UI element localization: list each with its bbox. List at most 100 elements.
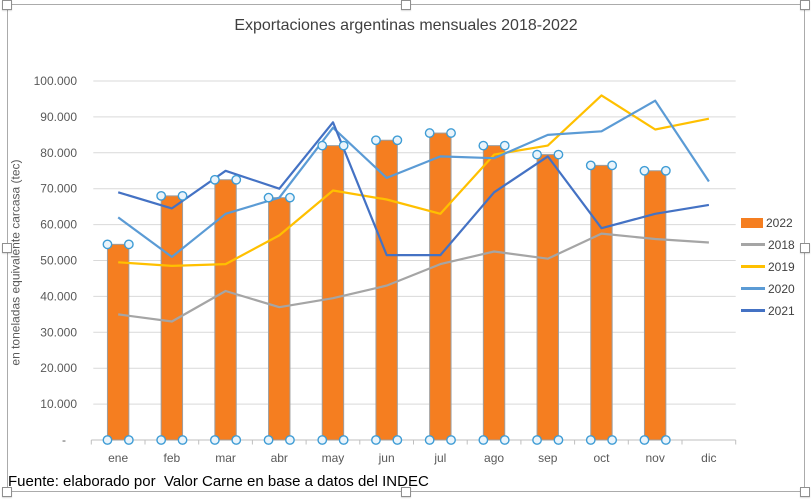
y-tick-label: - [62,433,66,447]
selection-handle-mid-left[interactable] [2,243,12,253]
bar-2022-may[interactable] [321,145,345,441]
data-point-selection-handle[interactable] [446,128,456,138]
data-point-selection-handle[interactable] [607,160,618,171]
x-tick-label-feb: feb [164,451,181,465]
selection-handle-top-left[interactable] [2,0,12,10]
selection-handle-top-right[interactable] [800,0,810,10]
legend-item-2022[interactable]: 2022 [741,215,795,230]
bar-2022-jul[interactable] [429,132,452,441]
data-point-selection-handle[interactable] [371,135,381,146]
data-point-selection-handle[interactable] [317,140,328,151]
data-point-selection-handle[interactable] [392,135,403,146]
legend-label: 2018 [768,237,795,252]
bar-2022-feb[interactable] [160,195,184,441]
data-point-selection-handle[interactable] [263,435,274,445]
data-point-selection-handle[interactable] [585,160,596,171]
data-point-selection-handle[interactable] [660,435,671,445]
legend-item-2020[interactable]: 2020 [741,281,795,296]
selection-handle-top-center[interactable] [401,0,411,10]
data-point-selection-handle[interactable] [263,192,274,203]
data-point-selection-handle[interactable] [553,149,564,160]
bar-2022-nov[interactable] [643,170,667,441]
data-point-selection-handle[interactable] [499,140,510,151]
y-tick-label: 10.000 [40,397,77,411]
data-point-selection-handle[interactable] [156,190,167,201]
legend-swatch-2020 [741,287,765,290]
legend-item-2018[interactable]: 2018 [741,237,795,252]
y-axis-title[interactable]: en toneladas equivalente carcasa (tec) [8,159,23,366]
x-tick-label-abr: abr [271,451,288,465]
data-point-selection-handle[interactable] [231,174,242,185]
data-point-selection-handle[interactable] [102,239,113,250]
data-point-selection-handle[interactable] [371,435,381,445]
bar-2022-ago[interactable] [482,145,506,441]
data-point-selection-handle[interactable] [478,435,489,445]
legend-label: 2020 [768,281,795,296]
x-tick-label-nov: nov [645,451,664,465]
y-tick-label: 60.000 [40,218,77,232]
data-point-selection-handle[interactable] [639,435,650,445]
legend-swatch-2019 [741,265,765,268]
data-point-selection-handle[interactable] [585,435,596,445]
data-point-selection-handle[interactable] [660,165,671,176]
chart-area[interactable] [7,4,805,492]
legend-swatch-2021 [741,309,765,312]
data-point-selection-handle[interactable] [478,140,489,151]
data-point-selection-handle[interactable] [553,435,564,445]
data-point-selection-handle[interactable] [209,435,220,445]
data-point-selection-handle[interactable] [285,192,295,203]
legend-label: 2022 [766,215,793,230]
selection-handle-mid-right[interactable] [800,243,810,253]
x-tick-label-oct: oct [593,451,610,465]
bar-2022-ene[interactable] [106,243,130,441]
legend-label: 2021 [768,303,795,318]
data-point-selection-handle[interactable] [392,435,403,445]
bar-2022-jun[interactable] [375,139,398,441]
line-2020[interactable] [117,99,710,258]
data-point-selection-handle[interactable] [607,435,618,445]
bar-2022-sep[interactable] [536,154,559,441]
y-tick-label: 20.000 [40,361,77,375]
x-tick-label-ago: ago [484,451,504,465]
selection-handle-bottom-left[interactable] [2,487,12,497]
chart-title[interactable]: Exportaciones argentinas mensuales 2018-… [234,17,578,34]
bar-2022-oct[interactable] [590,164,613,441]
legend-item-2021[interactable]: 2021 [741,303,795,318]
legend-item-2019[interactable]: 2019 [741,259,795,274]
data-point-selection-handle[interactable] [317,435,328,445]
legend-swatch-2022 [741,217,763,228]
selection-handle-bottom-right[interactable] [800,487,810,497]
data-point-selection-handle[interactable] [285,435,295,445]
data-point-selection-handle[interactable] [499,435,510,445]
legend-swatch-2018 [741,243,765,246]
data-point-selection-handle[interactable] [177,435,188,445]
bar-2022-mar[interactable] [214,179,237,441]
y-tick-label: 50.000 [40,254,77,268]
selection-handle-bottom-center[interactable] [401,487,411,497]
data-point-selection-handle[interactable] [424,435,435,445]
data-point-selection-handle[interactable] [338,435,349,445]
data-point-selection-handle[interactable] [446,435,456,445]
data-point-selection-handle[interactable] [639,165,650,176]
data-point-selection-handle[interactable] [123,239,134,250]
line-2019[interactable] [118,94,710,267]
legend[interactable]: 2022 2018 2019 2020 2021 [741,215,795,318]
source-note[interactable]: Fuente: elaborado por Valor Carne en bas… [8,473,429,490]
data-point-selection-handle[interactable] [123,435,134,445]
x-tick-label-dic: dic [701,451,716,465]
data-point-selection-handle[interactable] [231,435,242,445]
data-point-selection-handle[interactable] [102,435,113,445]
data-point-selection-handle[interactable] [424,128,435,138]
data-point-selection-handle[interactable] [338,140,349,151]
y-tick-label: 40.000 [40,289,77,303]
data-point-selection-handle[interactable] [532,149,542,160]
x-tick-label-may: may [322,451,345,465]
data-point-selection-handle[interactable] [532,435,542,445]
data-point-selection-handle[interactable] [209,174,220,185]
legend-label: 2019 [768,259,795,274]
x-tick-label-jul: jul [433,451,446,465]
data-point-selection-handle[interactable] [177,190,188,201]
data-point-selection-handle[interactable] [156,435,167,445]
line-2018[interactable] [118,232,709,323]
